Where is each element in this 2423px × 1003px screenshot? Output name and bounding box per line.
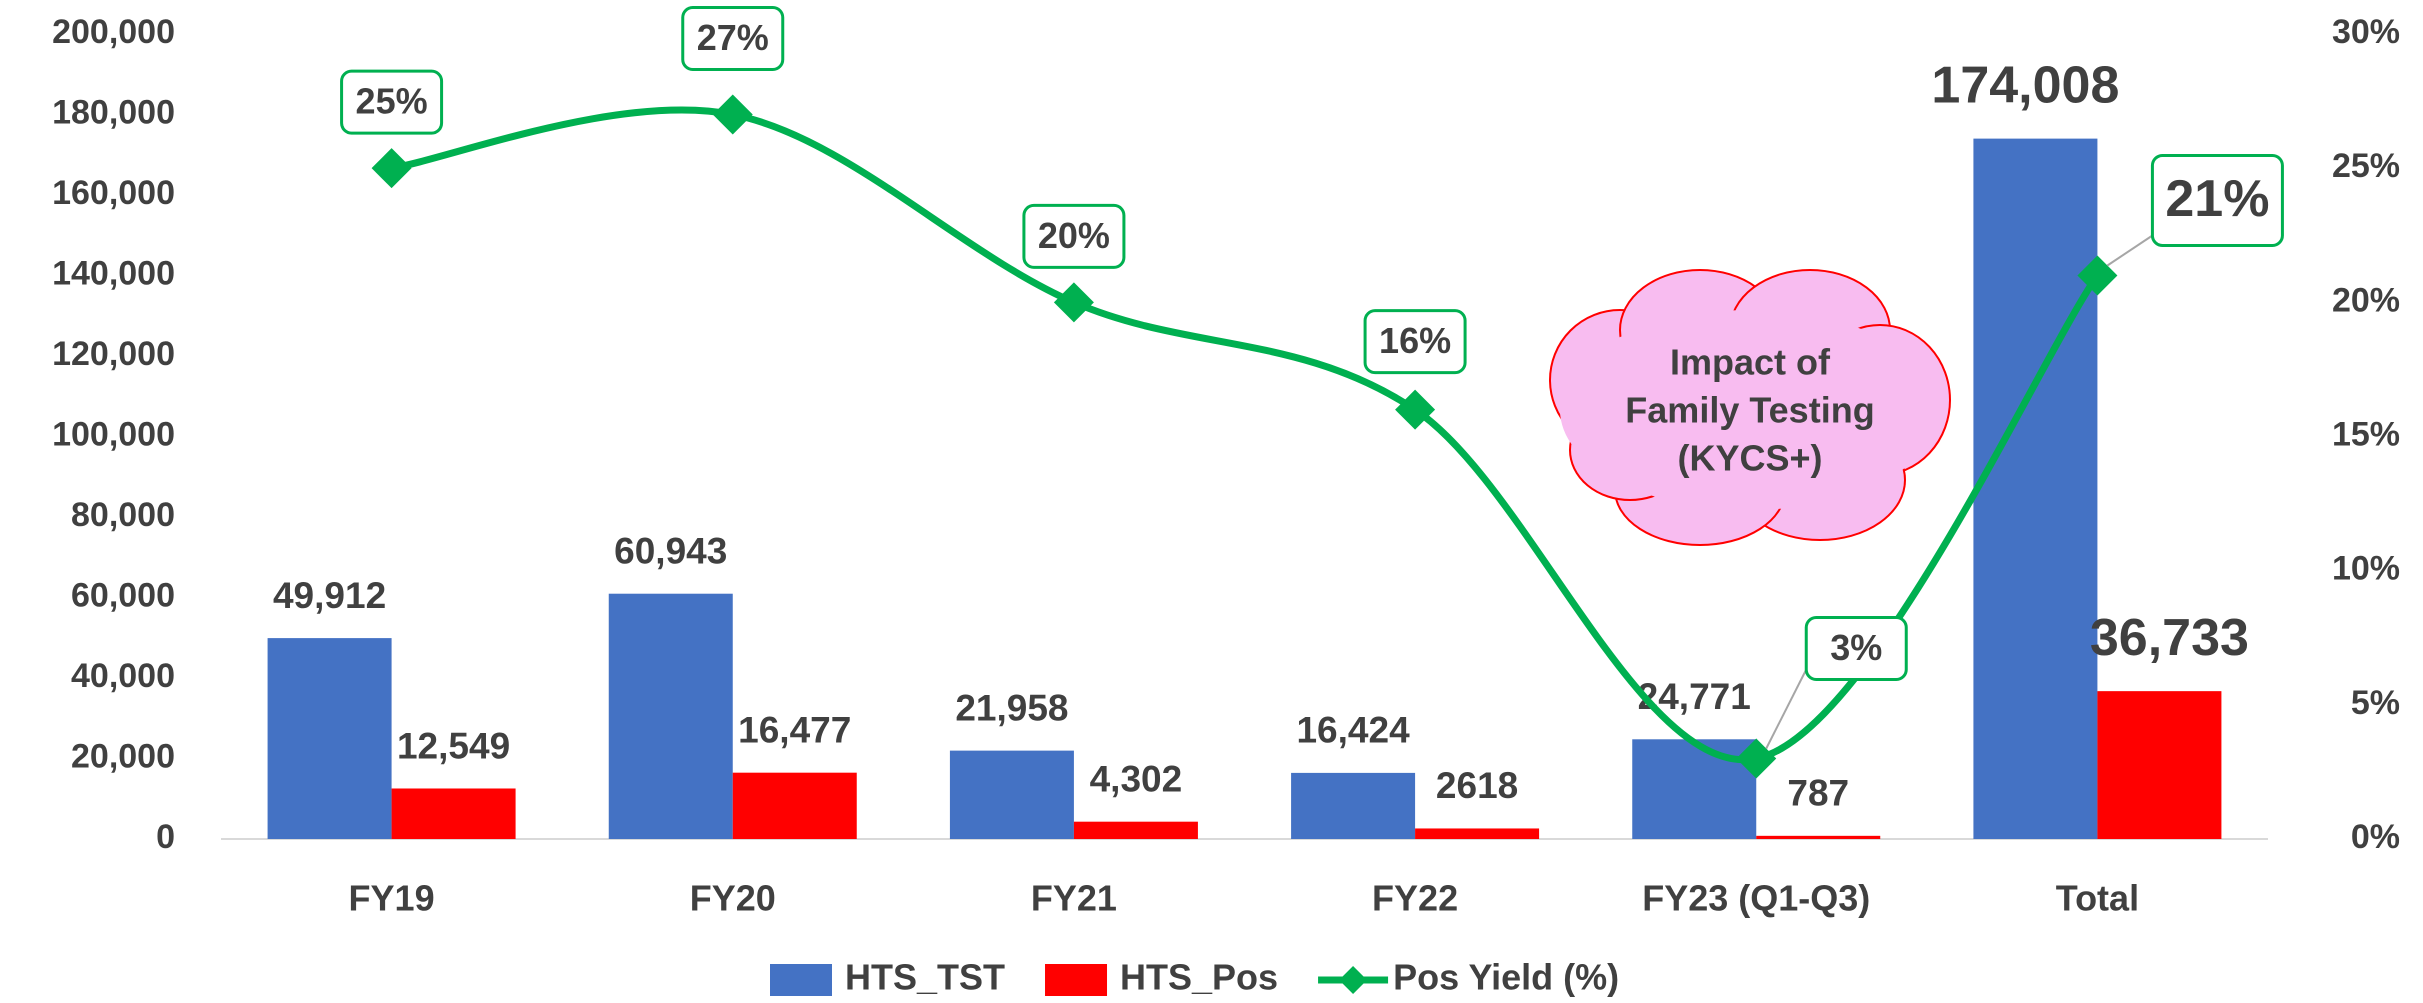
chart: 0 20,000 40,000 60,000 80,000 100,000 120,000 1… [0,0,2423,1003]
legend-item: HTS_Pos [1045,957,1278,998]
bar [733,773,857,839]
data-label: 60,943 [614,530,727,571]
bar [1973,139,2097,839]
y-tick-label: 180,000 [52,93,175,131]
data-label: 2618 [1436,765,1518,806]
y-tick-label: 60,000 [71,576,175,614]
legend-swatch [770,964,832,996]
x-tick-label: Total [2056,878,2139,919]
data-label: 36,733 [2090,609,2249,667]
bar [268,638,392,839]
bar [1415,828,1539,839]
data-label: 49,912 [273,575,386,616]
y-tick-label: 20,000 [71,737,175,775]
y-tick-label: 40,000 [71,657,175,695]
data-label: 16% [1379,320,1451,361]
y2-tick-label: 20% [2332,281,2400,319]
y2-tick-label: 10% [2332,550,2400,588]
x-tick-label: FY21 [1031,878,1117,919]
line-marker [1054,282,1094,322]
y-tick-label: 200,000 [52,13,175,51]
annotation: Family Testing [1625,390,1874,431]
legend-swatch [1045,964,1107,996]
data-label: 787 [1787,773,1849,814]
legend-item: HTS_TST [770,957,1005,998]
data-label: 21,958 [955,687,1068,728]
data-label: 174,008 [1931,56,2119,114]
y2-tick-label: 25% [2332,147,2400,185]
bar [1074,822,1198,839]
y-tick-label: 0 [156,818,175,856]
y-tick-label: 140,000 [52,254,175,292]
x-tick-label: FY23 (Q1-Q3) [1642,878,1870,919]
data-label: 4,302 [1090,758,1183,799]
legend-label: HTS_Pos [1120,957,1278,998]
x-tick-label: FY20 [690,878,776,919]
bar [392,788,516,839]
bar [1632,739,1756,839]
data-label: 27% [697,17,769,58]
y2-tick-label: 15% [2332,415,2400,453]
bar [1291,773,1415,839]
y-tick-label: 80,000 [71,496,175,534]
data-label: 16,424 [1296,710,1410,751]
data-label: 16,477 [738,709,851,750]
bar [2097,691,2221,839]
y2-tick-label: 5% [2351,684,2400,722]
bar [950,751,1074,839]
legend-label: Pos Yield (%) [1393,957,1619,998]
data-label: 3% [1830,627,1882,668]
y-tick-label: 120,000 [52,335,175,373]
annotation: Impact of [1670,342,1831,383]
bar [609,594,733,839]
legend-swatch [1339,966,1367,994]
y-tick-label: 100,000 [52,415,175,453]
annotation: (KYCS+) [1677,438,1822,479]
y-tick-label: 160,000 [52,174,175,212]
y2-tick-label: 30% [2332,13,2400,51]
y2-tick-label: 0% [2351,818,2400,856]
data-label: 25% [356,81,428,122]
line-marker [713,95,753,135]
legend-label: HTS_TST [845,957,1005,998]
data-label: 21% [2165,170,2269,228]
x-tick-label: FY22 [1372,878,1458,919]
legend-item: Pos Yield (%) [1318,957,1619,998]
line-marker [372,148,412,188]
data-label: 12,549 [397,725,510,766]
bar [1756,836,1880,839]
x-tick-label: FY19 [349,878,435,919]
leader-line [2107,236,2152,266]
data-label: 20% [1038,215,1110,256]
